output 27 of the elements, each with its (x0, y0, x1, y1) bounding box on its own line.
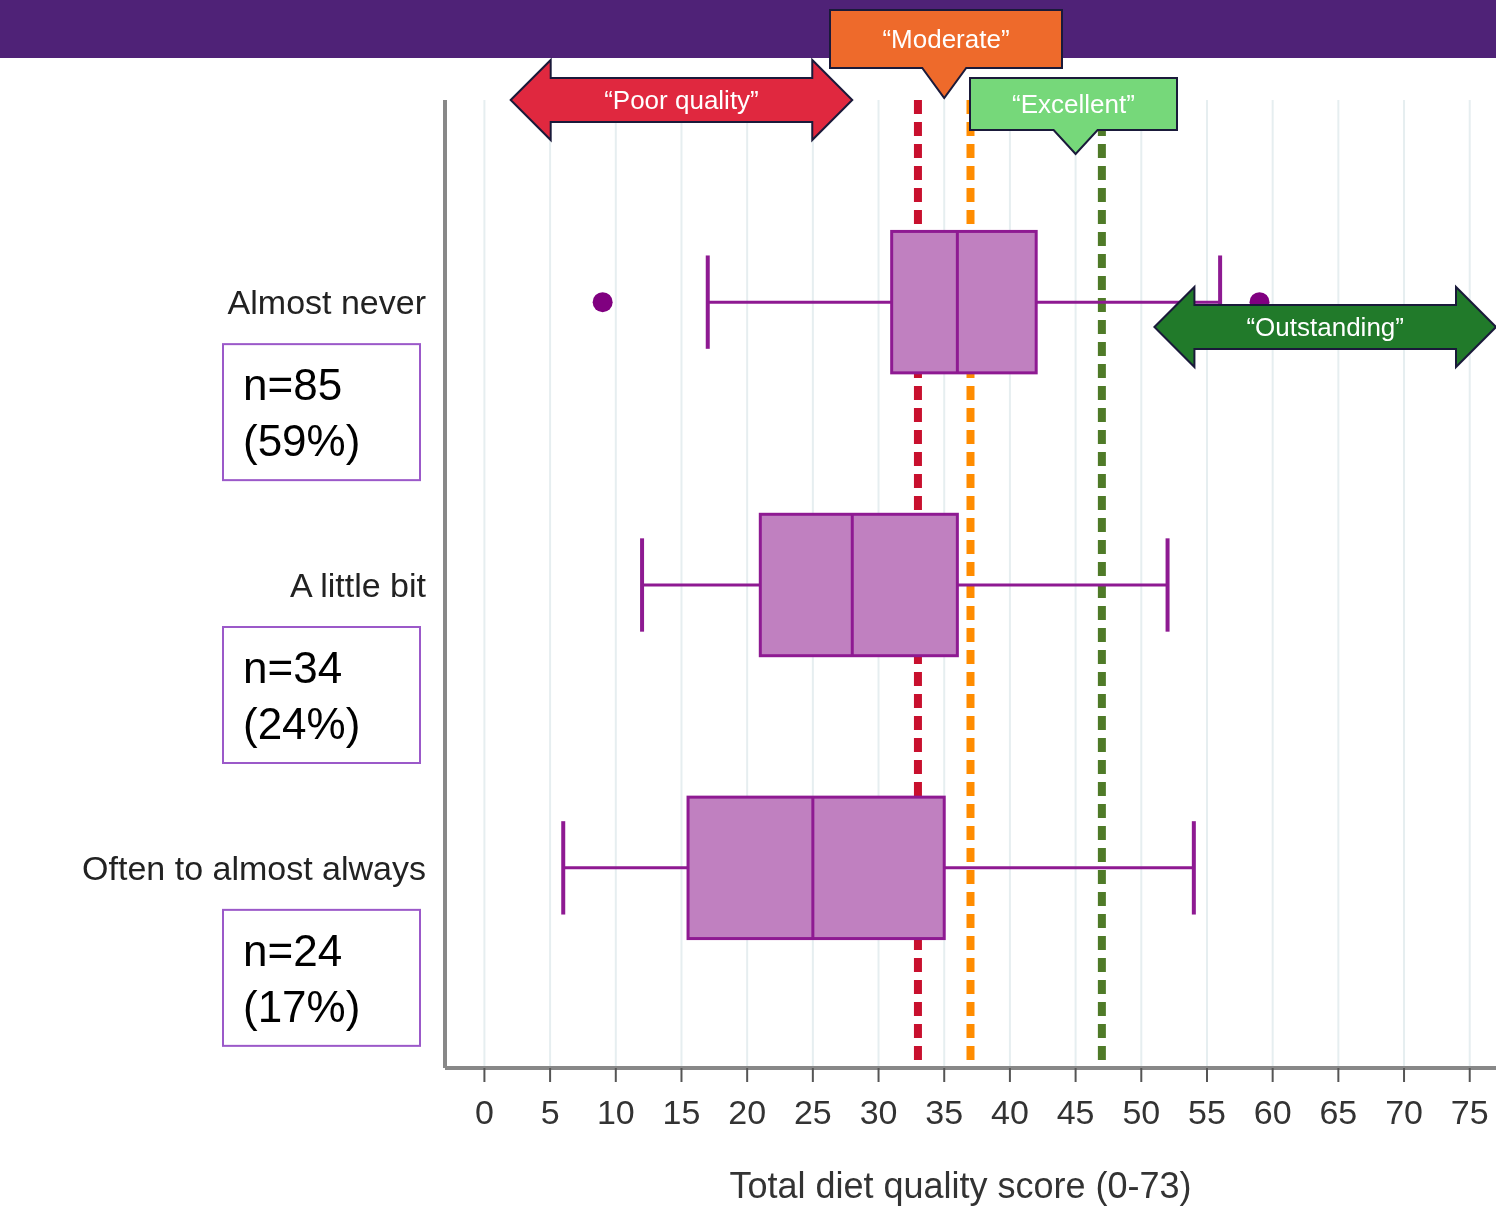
x-tick-label: 30 (859, 1093, 898, 1131)
x-tick-label: 35 (925, 1093, 964, 1131)
y-tick-label: Almost never (227, 283, 426, 322)
annotation: “Outstanding” (1246, 312, 1404, 342)
x-tick-label: 65 (1319, 1093, 1358, 1131)
text: n=85 (59%) (243, 360, 361, 466)
x-tick-label: 75 (1450, 1093, 1489, 1131)
x-tick-label: 40 (991, 1093, 1029, 1131)
x-tick-label: 45 (1056, 1093, 1095, 1131)
x-tick-label: 10 (596, 1093, 635, 1131)
x-tick-label: 20 (728, 1093, 767, 1131)
y-tick-label: Often to almost always (82, 848, 426, 887)
y-tick-label: A little bit (289, 566, 427, 604)
x-tick-label: 60 (1253, 1093, 1292, 1131)
double-arrow-icon: “Outstanding” (1153, 284, 1496, 370)
x-tick-label: 70 (1385, 1093, 1423, 1131)
x-tick-label: 0 (474, 1093, 494, 1131)
annotation: “Poor quality” (604, 85, 759, 115)
x-tick-label: 25 (793, 1093, 832, 1131)
x-tick-label: 5 (540, 1093, 560, 1131)
x-tick-label: 15 (662, 1093, 701, 1131)
double-arrow-icon: “Poor quality” (509, 57, 854, 143)
x-tick-label: 50 (1122, 1093, 1161, 1131)
text: n=24 (17%) (243, 925, 361, 1031)
x-tick-label: 55 (1188, 1093, 1226, 1131)
text: n=34 (24%) (243, 643, 361, 748)
x-axis-title: Total diet quality score (0-73) (729, 1165, 1192, 1206)
